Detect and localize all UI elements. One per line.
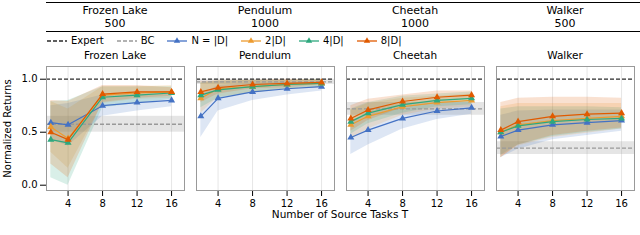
svg-text:12: 12 xyxy=(131,198,144,208)
html-text:Cheetah: Cheetah xyxy=(392,49,438,61)
html-text:1000: 1000 xyxy=(401,17,429,30)
svg-text:16: 16 xyxy=(465,198,478,208)
html-text:500: 500 xyxy=(554,17,576,30)
svg-text:4: 4 xyxy=(65,198,71,208)
html-text:Walker: Walker xyxy=(546,4,584,17)
svg-text:1.0: 1.0 xyxy=(22,73,38,84)
svg-text:12: 12 xyxy=(281,198,294,208)
html-text:2|D|: 2|D| xyxy=(265,35,286,46)
html-text:Expert: Expert xyxy=(71,35,104,46)
svg-text:4: 4 xyxy=(365,198,371,208)
html-text:N = |D|: N = |D| xyxy=(191,35,229,46)
html-text:Walker: Walker xyxy=(547,49,583,61)
svg-text:16: 16 xyxy=(165,198,178,208)
svg-text:8: 8 xyxy=(99,198,105,208)
svg-text:16: 16 xyxy=(315,198,328,208)
html-text:Frozen Lake: Frozen Lake xyxy=(83,49,147,61)
svg-text:8: 8 xyxy=(249,198,255,208)
svg-text:Normalized Returns: Normalized Returns xyxy=(2,79,13,177)
svg-text:4: 4 xyxy=(515,198,521,208)
html-text:BC: BC xyxy=(140,35,155,46)
svg-text:4: 4 xyxy=(215,198,221,208)
html-text:500: 500 xyxy=(104,17,126,30)
html-text:Number of Source Tasks T: Number of Source Tasks T xyxy=(271,208,409,220)
html-text:Frozen Lake: Frozen Lake xyxy=(82,4,148,17)
svg-text:8: 8 xyxy=(399,198,405,208)
html-text:Pendulum: Pendulum xyxy=(237,4,293,17)
svg-text:16: 16 xyxy=(615,198,628,208)
svg-text:0.5: 0.5 xyxy=(22,126,38,137)
html-text:Cheetah: Cheetah xyxy=(391,4,439,17)
svg-text:0.0: 0.0 xyxy=(22,179,38,190)
svg-text:8: 8 xyxy=(549,198,555,208)
svg-text:12: 12 xyxy=(431,198,444,208)
html-text:Pendulum: Pendulum xyxy=(238,49,292,61)
svg-text:12: 12 xyxy=(581,198,594,208)
html-text:1000: 1000 xyxy=(251,17,279,30)
html-text:8|D|: 8|D| xyxy=(380,35,402,46)
html-text:4|D|: 4|D| xyxy=(322,35,344,46)
